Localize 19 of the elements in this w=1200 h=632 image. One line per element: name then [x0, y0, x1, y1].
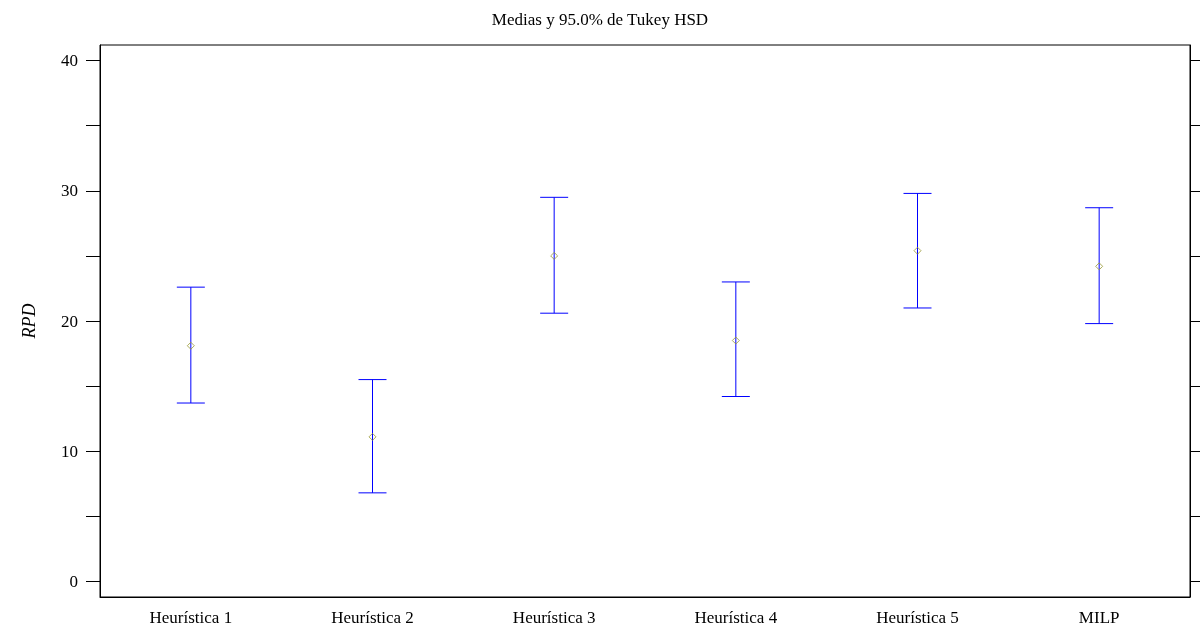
y-tick-label: 10 — [61, 441, 78, 461]
x-tick-label: Heurística 1 — [149, 608, 233, 627]
x-tick-label: Heurística 5 — [876, 608, 959, 627]
chart-title: Medias y 95.0% de Tukey HSD — [491, 10, 709, 29]
y-tick-label: 20 — [61, 311, 78, 331]
point — [550, 251, 559, 260]
point — [913, 246, 922, 255]
x-tick-label: Heurística 2 — [331, 608, 414, 627]
point — [368, 432, 377, 441]
point — [186, 341, 195, 350]
x-tick-label: Heurística 3 — [512, 608, 596, 627]
y-tick-label: 30 — [61, 181, 78, 201]
y-tick-label: 40 — [61, 51, 78, 71]
x-tick-label: MILP — [1078, 608, 1120, 627]
point — [1095, 262, 1104, 271]
point — [731, 336, 740, 345]
y-axis-title: RPD — [19, 303, 39, 340]
x-tick-label: Heurística 4 — [694, 608, 778, 627]
y-tick-label: 0 — [69, 571, 78, 591]
